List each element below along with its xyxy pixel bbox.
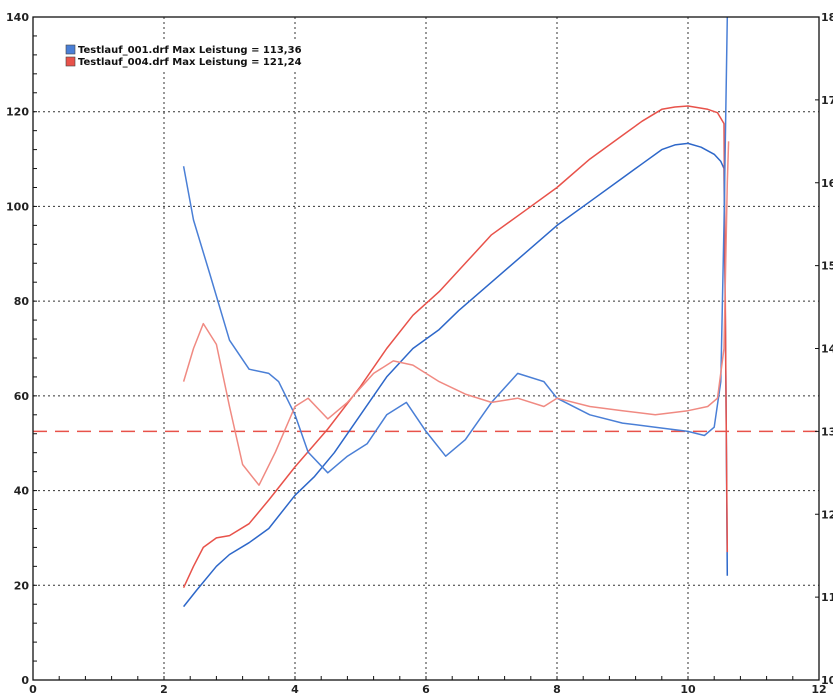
legend: Testlauf_001.drf Max Leistung = 113,36Te…	[62, 42, 328, 70]
y-tick-label: 140	[6, 11, 29, 24]
series-group	[182, 16, 730, 608]
y2-tick-label: 150	[821, 260, 833, 273]
y2-tick-label: 180	[821, 11, 833, 24]
legend-swatch	[65, 44, 76, 55]
legend-label: Testlauf_004.drf Max Leistung = 121,24	[78, 57, 302, 68]
y2-tick-label: 100	[821, 674, 833, 687]
y2-tick-label: 160	[821, 177, 833, 190]
y-tick-label: 20	[14, 579, 30, 592]
y2-tick-label: 130	[821, 425, 833, 438]
series-line-2	[182, 105, 729, 589]
x-tick-label: 0	[29, 683, 37, 695]
series-line-1	[183, 142, 729, 608]
y-tick-label: 60	[14, 390, 30, 403]
legend-background	[62, 42, 328, 70]
axis-ticks: 0246810120204060801001201401001101201301…	[6, 11, 833, 695]
x-tick-label: 2	[160, 683, 168, 695]
y-tick-label: 120	[6, 106, 29, 119]
x-tick-label: 6	[422, 683, 430, 695]
x-tick-label: 12	[811, 683, 826, 695]
x-tick-label: 8	[553, 683, 561, 695]
x-tick-label: 4	[291, 683, 299, 695]
y-tick-label: 80	[14, 295, 30, 308]
legend-swatch	[65, 56, 76, 67]
legend-label: Testlauf_001.drf Max Leistung = 113,36	[78, 45, 302, 56]
y-tick-label: 100	[6, 200, 29, 213]
y-tick-label: 0	[21, 674, 29, 687]
y-tick-label: 40	[14, 485, 30, 498]
x-tick-label: 10	[680, 683, 696, 695]
y2-tick-label: 120	[821, 508, 833, 521]
y2-tick-label: 110	[821, 591, 833, 604]
grid	[33, 17, 819, 680]
y2-tick-label: 140	[821, 343, 833, 356]
series-line-3	[182, 16, 729, 474]
y2-tick-label: 170	[821, 94, 833, 107]
series-line-4	[182, 141, 730, 486]
